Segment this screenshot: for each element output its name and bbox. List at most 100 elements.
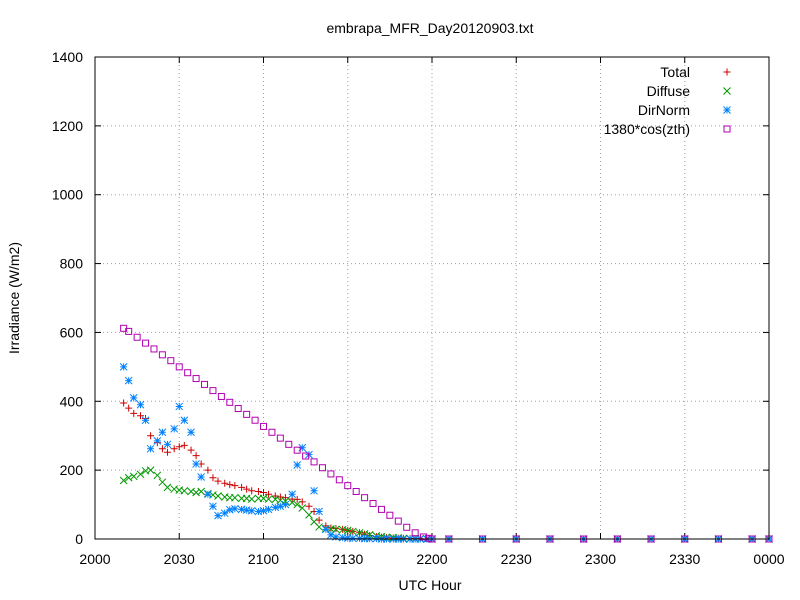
y-axis-ticks: 0 200 400 600 800 1000 1200 1400 <box>52 49 769 547</box>
plot-border <box>94 56 770 540</box>
data-point <box>146 466 155 474</box>
data-point <box>231 482 239 490</box>
data-point <box>204 466 212 474</box>
x-tick-label: 2300 <box>585 551 616 567</box>
data-point <box>204 490 212 499</box>
data-point <box>264 495 273 503</box>
data-point <box>285 440 293 448</box>
data-point <box>192 488 200 497</box>
data-point <box>209 387 217 395</box>
data-point <box>163 440 172 449</box>
data-point <box>192 452 200 460</box>
data-point <box>343 534 352 542</box>
data-point <box>197 473 206 481</box>
legend-label: Total <box>660 64 690 80</box>
data-point <box>259 506 268 515</box>
data-point <box>125 327 133 335</box>
y-tick-label: 1200 <box>52 118 83 134</box>
data-point <box>226 398 234 406</box>
data-point <box>180 441 188 449</box>
data-point <box>170 485 179 493</box>
data-point <box>153 437 162 445</box>
data-point <box>271 503 280 512</box>
data-point <box>420 533 428 541</box>
data-point <box>242 506 251 514</box>
data-points <box>119 324 773 543</box>
data-point <box>276 434 284 442</box>
data-point <box>276 502 285 511</box>
data-point <box>175 402 184 411</box>
data-point <box>293 461 302 469</box>
data-point <box>288 498 296 507</box>
x-tick-label: 2100 <box>248 551 279 567</box>
data-point <box>167 357 175 365</box>
y-tick-label: 200 <box>60 462 84 478</box>
data-point <box>305 511 313 519</box>
data-point <box>237 505 246 514</box>
y-tick-label: 1400 <box>52 49 83 65</box>
data-point <box>310 458 318 466</box>
data-point <box>238 483 246 491</box>
data-point <box>403 523 411 531</box>
data-point <box>221 479 229 487</box>
data-point <box>293 500 302 509</box>
data-point <box>147 432 155 440</box>
x-tick-label: 2230 <box>501 551 532 567</box>
data-point <box>142 339 150 347</box>
data-point <box>321 525 330 534</box>
data-point <box>254 487 262 495</box>
data-point <box>271 492 279 500</box>
data-point <box>234 405 242 413</box>
data-point <box>315 523 323 531</box>
data-point <box>124 376 133 385</box>
data-point <box>268 428 276 436</box>
x-tick-label: 2200 <box>416 551 447 567</box>
data-point <box>163 448 171 456</box>
data-point <box>129 472 138 481</box>
data-point <box>209 502 217 511</box>
data-point <box>264 505 273 514</box>
data-point <box>170 445 178 453</box>
legend-label: Diffuse <box>647 83 691 99</box>
data-point <box>411 529 419 537</box>
data-point <box>197 487 206 496</box>
data-point <box>348 527 357 536</box>
series-3 <box>120 324 773 543</box>
data-point <box>327 531 335 539</box>
legend-marker <box>723 125 731 133</box>
legend-marker <box>723 87 731 95</box>
x-tick-label: 2130 <box>332 551 363 567</box>
data-point <box>158 428 167 437</box>
data-point <box>369 500 377 508</box>
data-point <box>394 517 402 525</box>
data-point <box>214 511 222 520</box>
data-point <box>335 476 343 484</box>
data-point <box>365 531 374 539</box>
data-point <box>386 511 394 519</box>
data-point <box>355 534 364 543</box>
data-point <box>158 445 166 453</box>
data-point <box>302 452 310 460</box>
data-point <box>332 533 340 541</box>
data-point <box>184 369 192 377</box>
data-point <box>231 493 239 502</box>
data-point <box>327 470 335 478</box>
data-point <box>170 424 179 433</box>
y-tick-label: 1000 <box>52 187 83 203</box>
legend-label: DirNorm <box>638 102 690 118</box>
x-tick-label: 0000 <box>753 551 784 567</box>
data-point <box>150 345 158 353</box>
data-point <box>251 416 259 424</box>
data-point <box>327 524 335 532</box>
data-point <box>175 363 183 371</box>
data-point <box>187 428 195 437</box>
data-point <box>247 495 256 503</box>
data-point <box>187 446 195 454</box>
data-point <box>187 487 195 496</box>
data-point <box>124 473 133 482</box>
legend-label: 1380*cos(zth) <box>604 121 690 137</box>
data-point <box>298 504 307 512</box>
data-point <box>180 416 189 425</box>
x-tick-label: 2330 <box>669 551 700 567</box>
